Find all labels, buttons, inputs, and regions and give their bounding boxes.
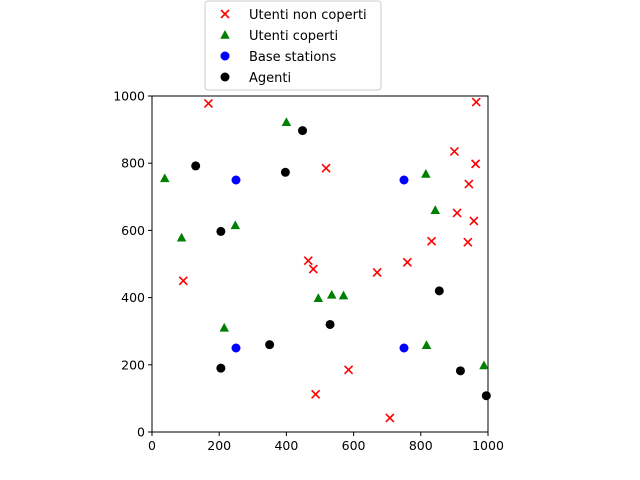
data-point	[343, 365, 354, 375]
y-tick-label: 800	[121, 156, 145, 171]
data-point	[338, 290, 349, 300]
data-point	[313, 293, 324, 303]
data-point	[399, 175, 409, 185]
legend-box	[204, 0, 382, 91]
data-point	[426, 236, 437, 246]
y-tick-label: 0	[137, 425, 145, 440]
data-point	[471, 159, 481, 169]
data-point	[402, 257, 412, 267]
legend-marker	[220, 72, 230, 82]
axes-frame	[151, 95, 489, 433]
y-axis: 0 200 400 600 800 1000	[113, 89, 152, 440]
y-tick-label: 200	[121, 357, 145, 372]
legend-label: Agenti	[249, 71, 291, 86]
data-point	[230, 220, 241, 230]
legend-label: Utenti non coperti	[249, 8, 367, 23]
data-point	[216, 363, 226, 373]
data-point	[308, 264, 318, 274]
data-point	[479, 360, 489, 370]
data-point	[325, 319, 335, 329]
data-point	[421, 168, 431, 178]
series-1	[160, 117, 489, 370]
legend-marker	[220, 30, 230, 39]
data-point	[298, 126, 308, 136]
data-point	[463, 237, 473, 247]
data-point	[449, 146, 459, 157]
data-point	[455, 366, 465, 376]
data-point	[191, 161, 201, 171]
series-2	[231, 175, 409, 353]
y-tick-label: 600	[121, 223, 145, 238]
data-point	[481, 391, 491, 401]
data-point	[265, 340, 275, 350]
data-point	[385, 413, 395, 423]
plot-area	[151, 95, 489, 433]
x-tick-label: 1000	[472, 438, 504, 453]
data-point	[203, 98, 214, 108]
data-point	[430, 205, 440, 214]
data-point	[471, 97, 481, 107]
data-point	[231, 343, 241, 353]
x-tick-label: 800	[409, 438, 433, 453]
x-tick-label: 0	[148, 438, 156, 453]
x-tick-label: 600	[342, 438, 366, 453]
series-0	[178, 97, 481, 423]
data-point	[303, 256, 313, 266]
legend: Utenti non coperti Utenti coperti Base sta…	[204, 0, 382, 91]
x-tick-label: 200	[207, 438, 231, 453]
x-tick-label: 400	[274, 438, 298, 453]
data-points	[160, 97, 491, 423]
data-point	[219, 322, 229, 332]
y-tick-label: 400	[121, 290, 145, 305]
legend-label: Base stations	[249, 50, 337, 65]
data-point	[469, 216, 479, 226]
legend-marker	[220, 51, 230, 61]
data-point	[178, 276, 188, 286]
data-point	[421, 340, 432, 350]
data-point	[434, 286, 444, 296]
data-point	[399, 343, 409, 353]
data-point	[321, 163, 331, 173]
data-point	[281, 117, 292, 126]
data-point	[160, 173, 170, 183]
data-point	[176, 232, 187, 242]
data-point	[216, 226, 226, 236]
legend-label: Utenti coperti	[249, 29, 338, 44]
x-axis: 0 200 400 600 800 1000	[148, 432, 504, 453]
data-point	[464, 179, 474, 189]
legend-marker	[220, 9, 230, 19]
data-point	[452, 208, 462, 218]
data-point	[231, 175, 241, 185]
data-point	[311, 389, 321, 399]
data-point	[327, 289, 337, 299]
y-tick-label: 1000	[113, 89, 145, 104]
data-point	[372, 267, 382, 277]
series-3	[191, 126, 491, 401]
data-point	[280, 167, 290, 177]
